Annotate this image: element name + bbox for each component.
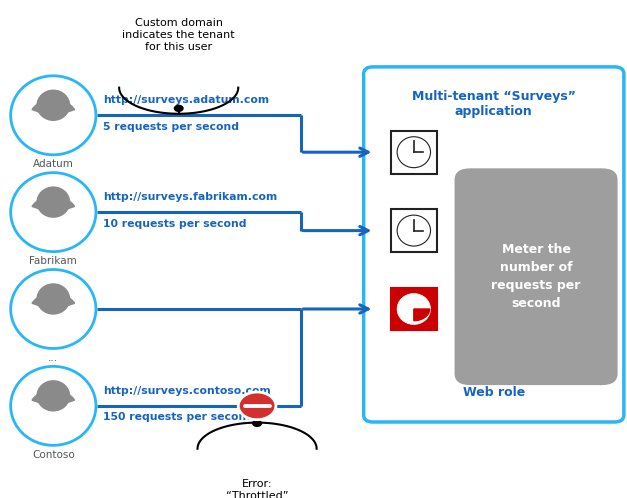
Text: 10 requests per second: 10 requests per second [103,219,247,229]
Text: http://surveys.fabrikam.com: http://surveys.fabrikam.com [103,192,278,202]
Ellipse shape [37,381,70,411]
Text: Custom domain
indicates the tenant
for this user: Custom domain indicates the tenant for t… [122,18,235,52]
Text: Web role: Web role [463,386,525,399]
Circle shape [238,392,276,420]
Text: 150 requests per second: 150 requests per second [103,412,255,422]
Text: Meter the
number of
requests per
second: Meter the number of requests per second [492,243,581,310]
Ellipse shape [37,187,70,217]
Ellipse shape [397,293,431,325]
FancyBboxPatch shape [391,287,437,331]
Ellipse shape [397,215,431,246]
Text: ...: ... [48,353,58,363]
Wedge shape [32,390,75,407]
Text: Multi-tenant “Surveys”
application: Multi-tenant “Surveys” application [412,90,576,118]
FancyBboxPatch shape [391,209,437,252]
Ellipse shape [37,284,70,314]
Circle shape [174,105,184,112]
Text: Contoso: Contoso [32,450,75,460]
Wedge shape [32,197,75,214]
FancyBboxPatch shape [364,67,624,422]
Text: http://surveys.adatum.com: http://surveys.adatum.com [103,95,270,105]
FancyBboxPatch shape [391,130,437,174]
Text: Adatum: Adatum [33,159,74,169]
Ellipse shape [397,137,431,168]
FancyBboxPatch shape [455,168,618,385]
Wedge shape [32,293,75,311]
Text: 5 requests per second: 5 requests per second [103,122,240,132]
Wedge shape [414,309,429,321]
Text: http://surveys.contoso.com: http://surveys.contoso.com [103,386,271,396]
Wedge shape [32,100,75,117]
Text: Error:
“Throttled”: Error: “Throttled” [226,480,288,498]
Text: Fabrikam: Fabrikam [29,256,77,266]
Circle shape [252,420,262,427]
Ellipse shape [37,90,70,120]
